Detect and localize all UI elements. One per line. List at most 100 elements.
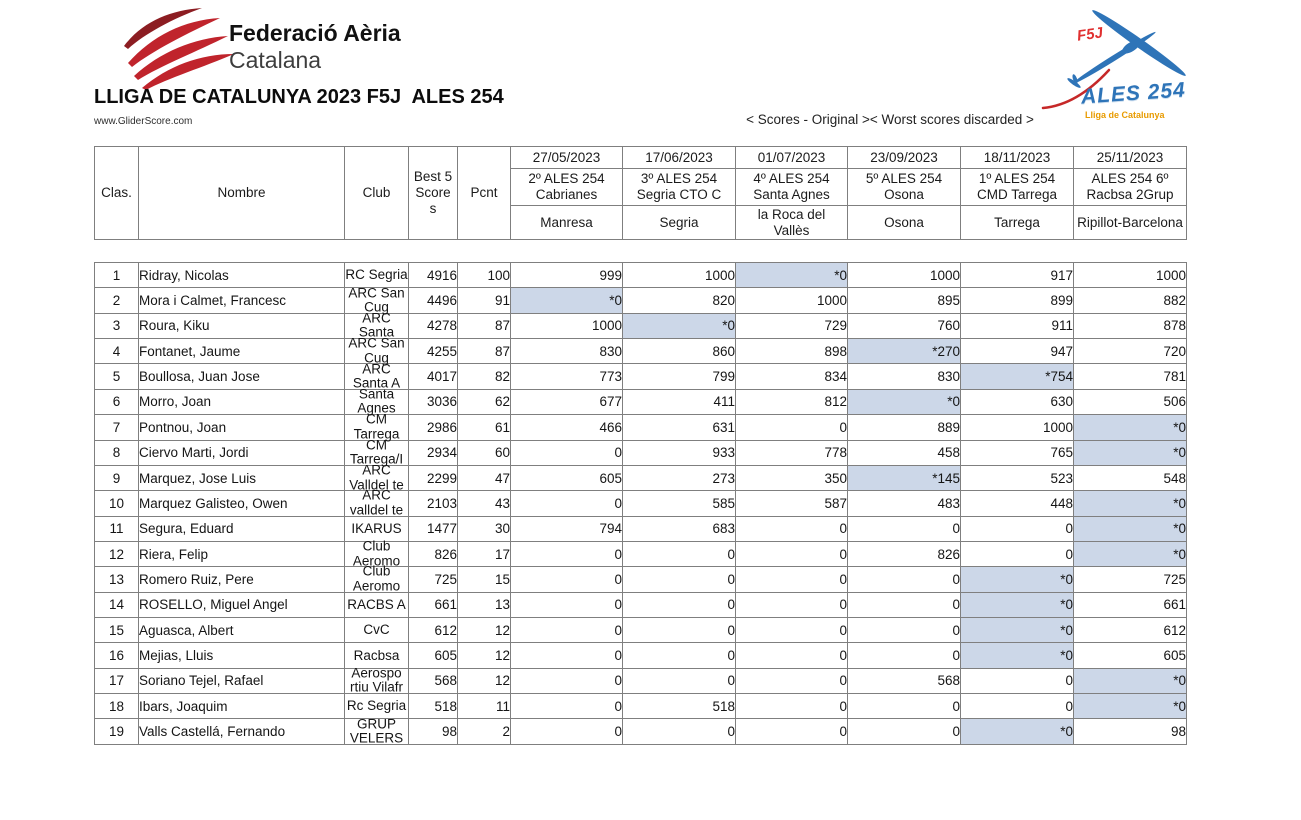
f5j-ales254-logo: F5J ALES 254 Lliga de Catalunya bbox=[1035, 6, 1197, 128]
club-label: CM Tarrega bbox=[353, 411, 400, 442]
pilot-name-cell: Ibars, Joaquim bbox=[138, 693, 345, 720]
club-label: Rc Segria bbox=[346, 698, 407, 714]
event-location-cell: Osona bbox=[847, 205, 961, 240]
score-cell: 587 bbox=[735, 490, 848, 517]
pilot-name-cell: Boullosa, Juan Jose bbox=[138, 363, 345, 390]
event-date-cell: 18/11/2023 bbox=[960, 146, 1074, 169]
best5-score-cell: 4496 bbox=[408, 287, 458, 314]
club-cell: ARC valldel te bbox=[344, 488, 409, 517]
rank-cell: 4 bbox=[94, 338, 139, 365]
club-label: Club Aeromo bbox=[352, 563, 401, 594]
score-cell-discarded: *145 bbox=[847, 464, 961, 492]
event-location-cell: Manresa bbox=[510, 205, 623, 240]
score-cell: 0 bbox=[847, 566, 961, 593]
pcnt-cell: 60 bbox=[457, 439, 511, 466]
federation-name: Federació Aèria bbox=[229, 20, 401, 46]
table-row: 10 Marquez Galisteo, Owen ARC valldel te 21… bbox=[94, 488, 1187, 517]
score-cell: 631 bbox=[622, 414, 736, 441]
score-cell: 612 bbox=[1073, 617, 1187, 644]
best5-score-cell: 518 bbox=[408, 693, 458, 720]
table-row: 8 Ciervo Marti, Jordi CM Tarrega/I 2934 60 0 9… bbox=[94, 437, 1187, 467]
score-cell: 0 bbox=[735, 540, 848, 568]
best5-score-cell: 2299 bbox=[408, 464, 458, 492]
col-header-best5: Best 5 Scores bbox=[408, 146, 458, 240]
club-label: CvC bbox=[363, 621, 390, 637]
pilot-name-cell: Marquez, Jose Luis bbox=[138, 464, 345, 492]
federacio-aeria-logo-icon bbox=[124, 8, 234, 90]
score-cell-discarded: *0 bbox=[960, 642, 1074, 669]
score-cell: 0 bbox=[510, 490, 623, 517]
rank-cell: 14 bbox=[94, 591, 139, 619]
score-cell: 98 bbox=[1073, 718, 1187, 745]
score-cell: 1000 bbox=[960, 414, 1074, 441]
best5-score-cell: 2934 bbox=[408, 439, 458, 466]
rank-cell: 9 bbox=[94, 464, 139, 492]
rank-cell: 19 bbox=[94, 718, 139, 745]
rank-cell: 15 bbox=[94, 617, 139, 644]
club-cell: ARC Valldel te bbox=[344, 463, 409, 492]
event-name-cell: 2º ALES 254 Cabrianes bbox=[510, 168, 623, 206]
club-label: Racbsa bbox=[353, 647, 400, 663]
pilot-name-cell: Roura, Kiku bbox=[138, 312, 345, 340]
event-location-cell: Ripillot-Barcelona bbox=[1073, 205, 1187, 240]
club-cell: Club Aeromo bbox=[344, 539, 409, 568]
rank-cell: 18 bbox=[94, 693, 139, 720]
score-cell: 899 bbox=[960, 287, 1074, 314]
score-cell: 0 bbox=[735, 414, 848, 441]
best5-score-cell: 605 bbox=[408, 642, 458, 669]
best5-score-cell: 4916 bbox=[408, 261, 458, 289]
score-cell: 834 bbox=[735, 363, 848, 390]
federation-subname: Catalana bbox=[229, 47, 322, 73]
rank-cell: 8 bbox=[94, 439, 139, 466]
best5-score-cell: 2103 bbox=[408, 490, 458, 517]
score-cell: 794 bbox=[510, 515, 623, 542]
score-cell: 895 bbox=[847, 287, 961, 314]
score-cell: 0 bbox=[510, 439, 623, 466]
club-cell: Racbsa bbox=[344, 642, 409, 669]
club-cell: CM Tarrega/I bbox=[344, 437, 409, 467]
score-cell: 605 bbox=[510, 464, 623, 492]
pcnt-cell: 12 bbox=[457, 667, 511, 695]
club-label: ARC Santa bbox=[358, 310, 395, 340]
best5-score-cell: 661 bbox=[408, 591, 458, 619]
score-cell: 0 bbox=[510, 566, 623, 593]
score-cell: 273 bbox=[622, 464, 736, 492]
event-date-cell: 23/09/2023 bbox=[847, 146, 961, 169]
score-cell: 0 bbox=[622, 566, 736, 593]
score-cell: 933 bbox=[622, 439, 736, 466]
best5-score-cell: 3036 bbox=[408, 388, 458, 416]
score-cell: 826 bbox=[847, 540, 961, 568]
pcnt-cell: 43 bbox=[457, 490, 511, 517]
club-cell: Club Aeromo bbox=[344, 563, 409, 594]
score-cell: 0 bbox=[622, 718, 736, 745]
score-cell: 605 bbox=[1073, 642, 1187, 669]
table-row: 4 Fontanet, Jaume ARC San Cug 4255 87 830 860 8… bbox=[94, 336, 1187, 365]
best5-score-cell: 98 bbox=[408, 718, 458, 745]
score-cell: 0 bbox=[510, 693, 623, 720]
score-cell: 683 bbox=[622, 515, 736, 542]
score-cell: 878 bbox=[1073, 312, 1187, 340]
pcnt-cell: 62 bbox=[457, 388, 511, 416]
score-cell: 0 bbox=[510, 718, 623, 745]
rank-cell: 3 bbox=[94, 312, 139, 340]
rank-cell: 7 bbox=[94, 414, 139, 441]
scores-note: < Scores - Original >< Worst scores disc… bbox=[746, 112, 1034, 127]
rank-cell: 16 bbox=[94, 642, 139, 669]
rank-cell: 1 bbox=[94, 261, 139, 289]
table-row: 5 Boullosa, Juan Jose ARC Santa A 4017 82 773… bbox=[94, 361, 1187, 390]
club-cell: Aerospo rtiu Vilafr bbox=[344, 666, 409, 695]
score-cell: 0 bbox=[847, 515, 961, 542]
club-label: CM Tarrega/I bbox=[349, 437, 404, 467]
results-header-table: Clas. Nombre Club Best 5 Scores Pcnt 27/… bbox=[94, 146, 1187, 240]
pilot-name-cell: Soriano Tejel, Rafael bbox=[138, 667, 345, 695]
club-label: ARC San Cug bbox=[348, 285, 405, 315]
table-row: 6 Morro, Joan Santa Agnes 3036 62 677 411 812 *0… bbox=[94, 387, 1187, 416]
rank-cell: 11 bbox=[94, 515, 139, 542]
results-body-table: 1 Ridray, Nicolas RC Segria 4916 100 999 1000 *… bbox=[94, 261, 1187, 745]
score-cell: 0 bbox=[735, 693, 848, 720]
score-cell: 458 bbox=[847, 439, 961, 466]
score-cell: 781 bbox=[1073, 363, 1187, 390]
score-cell: 778 bbox=[735, 439, 848, 466]
score-cell: 947 bbox=[960, 338, 1074, 365]
table-row: 9 Marquez, Jose Luis ARC Valldel te 2299 47 6… bbox=[94, 463, 1187, 492]
